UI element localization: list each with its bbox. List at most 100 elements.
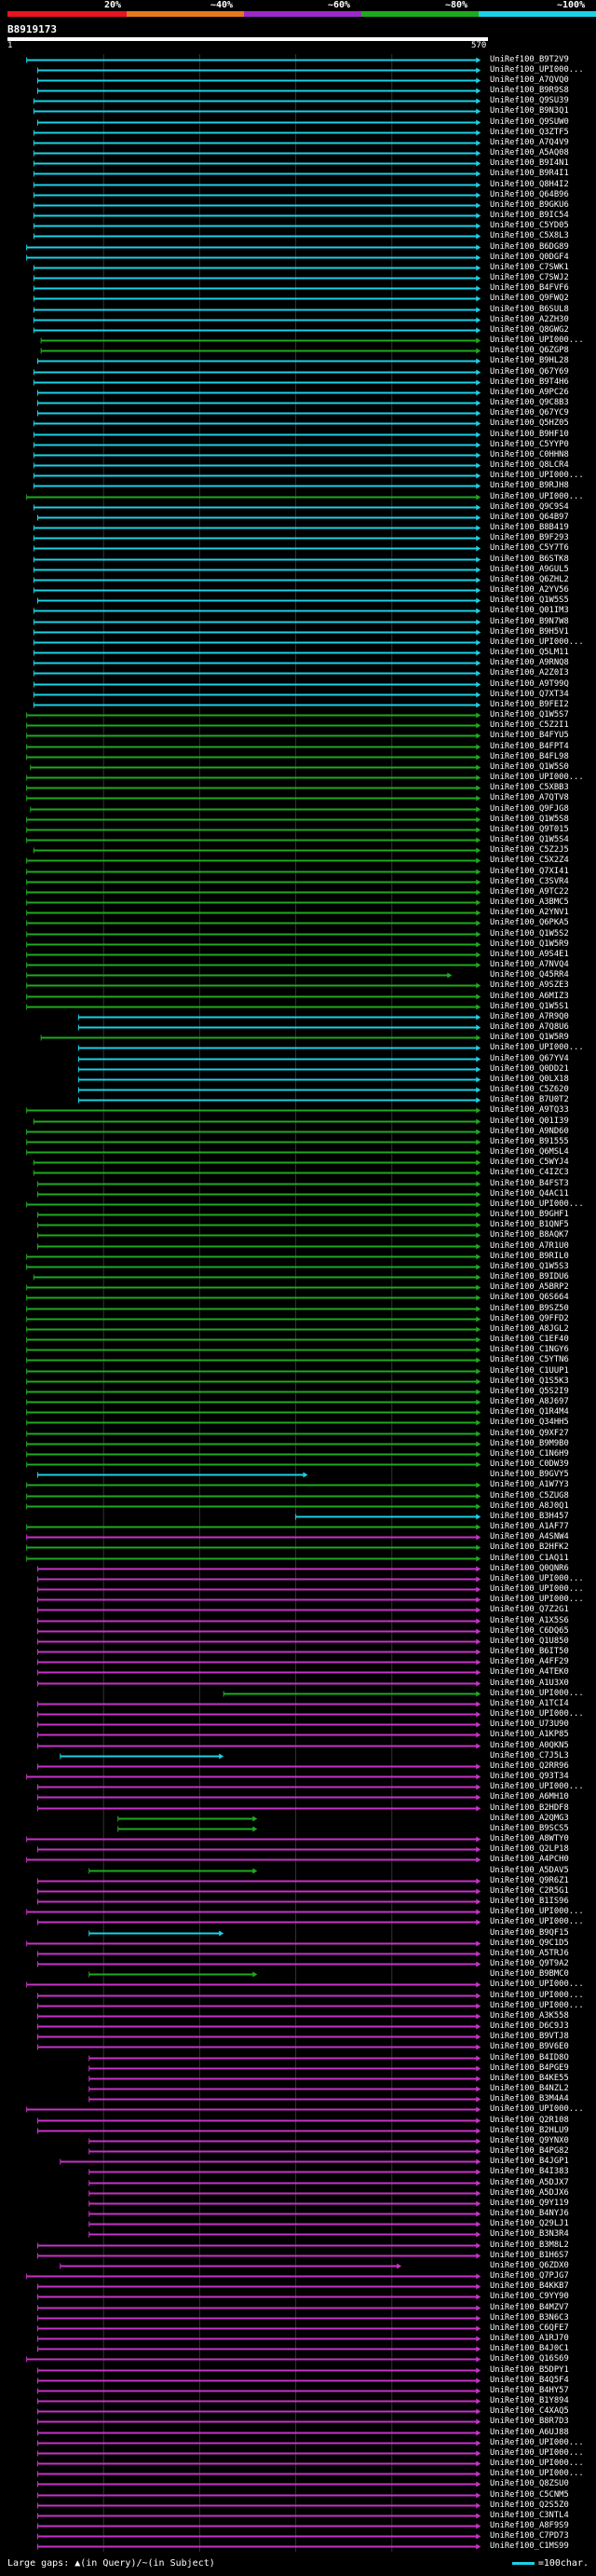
hit-label[interactable]: UniRef100_B9V6E0 (490, 2042, 569, 2051)
hit-label[interactable]: UniRef100_A1U3X0 (490, 1679, 569, 1688)
hit-label[interactable]: UniRef100_B5DPY1 (490, 2365, 569, 2375)
hit-label[interactable]: UniRef100_Q6ZHL2 (490, 575, 569, 584)
hit-label[interactable]: UniRef100_Q45RR4 (490, 970, 569, 980)
hit-label[interactable]: UniRef100_A4SNW4 (490, 1532, 569, 1541)
hit-label[interactable]: UniRef100_UPI000... (490, 1584, 584, 1594)
hit-label[interactable]: UniRef100_Q8LCR4 (490, 460, 569, 470)
hit-label[interactable]: UniRef100_Q01I39 (490, 1117, 569, 1126)
hit-label[interactable]: UniRef100_C5WYJ4 (490, 1158, 569, 1167)
hit-label[interactable]: UniRef100_B4KKB7 (490, 2281, 569, 2291)
hit-label[interactable]: UniRef100_Q9Y119 (490, 2199, 569, 2208)
hit-label[interactable]: UniRef100_B6DG89 (490, 242, 569, 252)
hit-label[interactable]: UniRef100_A5AQ08 (490, 148, 569, 158)
hit-label[interactable]: UniRef100_A5TRJ6 (490, 1949, 569, 1958)
hit-label[interactable]: UniRef100_UPI000... (490, 2469, 584, 2478)
hit-label[interactable]: UniRef100_B9IDU6 (490, 1272, 569, 1281)
hit-label[interactable]: UniRef100_C7SWJ2 (490, 273, 569, 282)
hit-label[interactable]: UniRef100_A1KP85 (490, 1730, 569, 1739)
hit-label[interactable]: UniRef100_UPI000... (490, 2459, 584, 2468)
hit-label[interactable]: UniRef100_A5DJX7 (490, 2178, 569, 2187)
hit-label[interactable]: UniRef100_B3M8L2 (490, 2240, 569, 2250)
hit-label[interactable]: UniRef100_A7R1U0 (490, 1241, 569, 1251)
hit-label[interactable]: UniRef100_Q6S664 (490, 1293, 569, 1302)
hit-label[interactable]: UniRef100_A3K558 (490, 2011, 569, 2021)
hit-label[interactable]: UniRef100_B4ID8O (490, 2053, 569, 2062)
hit-label[interactable]: UniRef100_B9H5V1 (490, 627, 569, 637)
hit-label[interactable]: UniRef100_B6SUL8 (490, 305, 569, 314)
hit-label[interactable]: UniRef100_B3N3R4 (490, 2229, 569, 2239)
hit-label[interactable]: UniRef100_C0DW39 (490, 1459, 569, 1469)
hit-label[interactable]: UniRef100_B91555 (490, 1137, 569, 1146)
hit-label[interactable]: UniRef100_A9PC26 (490, 388, 569, 397)
hit-label[interactable]: UniRef100_B9RJH8 (490, 481, 569, 490)
hit-label[interactable]: UniRef100_A9RNQ8 (490, 658, 569, 667)
hit-label[interactable]: UniRef100_B9SZ50 (490, 1304, 569, 1313)
hit-label[interactable]: UniRef100_Q9FFD2 (490, 1314, 569, 1323)
hit-label[interactable]: UniRef100_Q9T9A2 (490, 1959, 569, 1968)
hit-label[interactable]: UniRef100_Q6MSL4 (490, 1147, 569, 1157)
hit-label[interactable]: UniRef100_A9TC22 (490, 887, 569, 897)
hit-label[interactable]: UniRef100_C5ZUG8 (490, 1491, 569, 1500)
hit-label[interactable]: UniRef100_B3H457 (490, 1512, 569, 1521)
hit-label[interactable]: UniRef100_A8WTY0 (490, 1834, 569, 1843)
hit-label[interactable]: UniRef100_A9GUL5 (490, 565, 569, 574)
hit-label[interactable]: UniRef100_Q64B96 (490, 190, 569, 199)
hit-label[interactable]: UniRef100_B2HDF8 (490, 1803, 569, 1813)
hit-label[interactable]: UniRef100_Q9FJG8 (490, 804, 569, 814)
hit-label[interactable]: UniRef100_Q67YC9 (490, 408, 569, 418)
hit-label[interactable]: UniRef100_B1Y894 (490, 2396, 569, 2405)
hit-label[interactable]: UniRef100_Q1R4M4 (490, 1407, 569, 1417)
hit-label[interactable]: UniRef100_Q1W5R9 (490, 939, 569, 949)
hit-label[interactable]: UniRef100_Q6ZGP8 (490, 346, 569, 355)
hit-label[interactable]: UniRef100_Q9SUW0 (490, 117, 569, 127)
hit-label[interactable]: UniRef100_B9BMC0 (490, 1969, 569, 1979)
hit-label[interactable]: UniRef100_Q6ZDX0 (490, 2261, 569, 2270)
hit-label[interactable]: UniRef100_B2HLU9 (490, 2126, 569, 2135)
hit-label[interactable]: UniRef100_B9GKU6 (490, 200, 569, 210)
hit-label[interactable]: UniRef100_Q2LP18 (490, 1844, 569, 1854)
hit-label[interactable]: UniRef100_B4JGP1 (490, 2157, 569, 2166)
hit-label[interactable]: UniRef100_Q1U850 (490, 1637, 569, 1646)
hit-label[interactable]: UniRef100_A2ZH30 (490, 315, 569, 324)
hit-label[interactable]: UniRef100_B9RIL0 (490, 1252, 569, 1261)
hit-label[interactable]: UniRef100_Q29LJ1 (490, 2219, 569, 2228)
hit-label[interactable]: UniRef100_Q9SU39 (490, 96, 569, 105)
hit-label[interactable]: UniRef100_Q0DGF4 (490, 253, 569, 262)
hit-label[interactable]: UniRef100_Q8GWG2 (490, 325, 569, 335)
hit-label[interactable]: UniRef100_B7U0T2 (490, 1095, 569, 1104)
hit-label[interactable]: UniRef100_D6C9J3 (490, 2021, 569, 2031)
hit-label[interactable]: UniRef100_UPI000... (490, 1574, 584, 1583)
hit-label[interactable]: UniRef100_B9GHF1 (490, 1210, 569, 1219)
hit-label[interactable]: UniRef100_A9ND60 (490, 1127, 569, 1136)
hit-label[interactable]: UniRef100_Q0LX18 (490, 1075, 569, 1084)
hit-label[interactable]: UniRef100_B9SCS5 (490, 1824, 569, 1833)
hit-label[interactable]: UniRef100_Q9FWQ2 (490, 294, 569, 303)
hit-label[interactable]: UniRef100_Q2R108 (490, 2116, 569, 2125)
hit-label[interactable]: UniRef100_UPI000... (490, 336, 584, 345)
hit-label[interactable]: UniRef100_C5X8L3 (490, 231, 569, 240)
hit-label[interactable]: UniRef100_B4FST3 (490, 1179, 569, 1188)
hit-label[interactable]: UniRef100_B4PGE9 (490, 2063, 569, 2073)
hit-label[interactable]: UniRef100_C9YY90 (490, 2292, 569, 2301)
hit-label[interactable]: UniRef100_B6IT50 (490, 1647, 569, 1656)
hit-label[interactable]: UniRef100_B4FVF6 (490, 283, 569, 293)
hit-label[interactable]: UniRef100_B4KE55 (490, 2074, 569, 2083)
hit-label[interactable]: UniRef100_B3M4A4 (490, 2094, 569, 2103)
hit-label[interactable]: UniRef100_UPI000... (490, 2438, 584, 2447)
hit-label[interactable]: UniRef100_Q67YV4 (490, 1054, 569, 1063)
hit-label[interactable]: UniRef100_B9HF10 (490, 430, 569, 439)
hit-label[interactable]: UniRef100_B8B419 (490, 523, 569, 532)
hit-label[interactable]: UniRef100_A8F9S9 (490, 2521, 569, 2530)
hit-label[interactable]: UniRef100_B1QNF5 (490, 1220, 569, 1229)
hit-label[interactable]: UniRef100_C4IZC3 (490, 1168, 569, 1177)
hit-label[interactable]: UniRef100_Q3ZTF5 (490, 128, 569, 137)
hit-label[interactable]: UniRef100_Q9C1D5 (490, 1939, 569, 1948)
hit-label[interactable]: UniRef100_C6QFE7 (490, 2323, 569, 2333)
hit-label[interactable]: UniRef100_A9SZE3 (490, 980, 569, 990)
hit-label[interactable]: UniRef100_C5XBB3 (490, 783, 569, 792)
hit-label[interactable]: UniRef100_C5YYP0 (490, 440, 569, 449)
hit-label[interactable]: UniRef100_UPI000... (490, 637, 584, 647)
hit-label[interactable]: UniRef100_B4FPT4 (490, 742, 569, 751)
hit-label[interactable]: UniRef100_B4FL98 (490, 752, 569, 761)
hit-label[interactable]: UniRef100_B9N7W8 (490, 617, 569, 626)
